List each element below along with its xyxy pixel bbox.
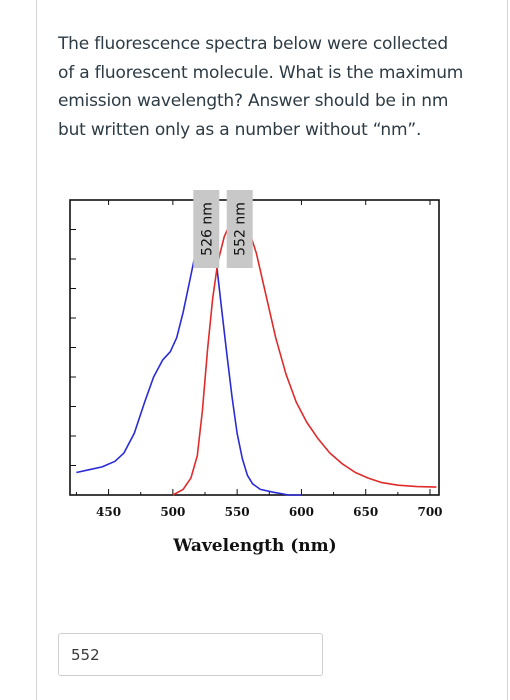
peak-label-1: 526 nm [199,202,215,256]
x-tick-label: 500 [160,505,185,519]
x-tick-label: 700 [417,505,442,519]
question-text: The fluorescence spectra below were coll… [58,34,464,140]
x-axis-label: Wavelength (nm) [172,536,336,556]
series-line-2 [172,213,437,496]
peak-label-box-2 [226,190,253,268]
x-tick-label: 550 [225,505,250,519]
peak-label-2: 552 nm [233,202,249,256]
peak-label-box-1 [193,190,220,268]
x-tick-label: 650 [353,505,378,519]
x-tick-label: 450 [96,505,121,519]
x-tick-label: 600 [289,505,314,519]
series-line-1 [76,213,302,496]
question-card [36,0,508,700]
answer-input[interactable] [58,633,323,676]
